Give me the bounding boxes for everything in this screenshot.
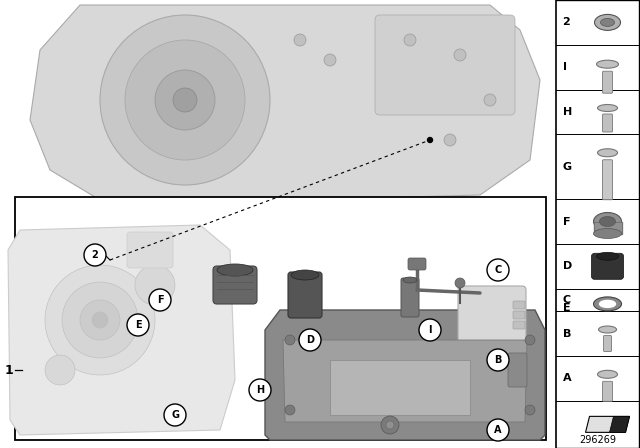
FancyBboxPatch shape bbox=[604, 336, 612, 352]
Circle shape bbox=[127, 314, 149, 336]
FancyBboxPatch shape bbox=[401, 278, 419, 317]
Circle shape bbox=[173, 88, 197, 112]
Polygon shape bbox=[30, 5, 540, 210]
Circle shape bbox=[62, 282, 138, 358]
Circle shape bbox=[135, 265, 175, 305]
Circle shape bbox=[249, 379, 271, 401]
Ellipse shape bbox=[291, 270, 319, 280]
Ellipse shape bbox=[598, 104, 618, 112]
Text: F: F bbox=[157, 295, 163, 305]
Ellipse shape bbox=[403, 277, 417, 283]
Text: 1: 1 bbox=[5, 363, 13, 376]
Text: 296269: 296269 bbox=[579, 435, 616, 445]
Ellipse shape bbox=[598, 326, 616, 333]
Circle shape bbox=[285, 405, 295, 415]
Ellipse shape bbox=[596, 252, 618, 260]
Circle shape bbox=[381, 416, 399, 434]
Polygon shape bbox=[265, 310, 545, 440]
Circle shape bbox=[285, 335, 295, 345]
Circle shape bbox=[386, 421, 394, 429]
Circle shape bbox=[100, 15, 270, 185]
Circle shape bbox=[525, 335, 535, 345]
Ellipse shape bbox=[598, 149, 618, 157]
Text: H: H bbox=[256, 385, 264, 395]
FancyBboxPatch shape bbox=[591, 253, 623, 279]
Text: G: G bbox=[563, 162, 572, 172]
Circle shape bbox=[80, 300, 120, 340]
FancyBboxPatch shape bbox=[602, 160, 612, 200]
Circle shape bbox=[487, 259, 509, 281]
Text: 2: 2 bbox=[92, 250, 99, 260]
Circle shape bbox=[299, 329, 321, 351]
Bar bbox=[15, 197, 545, 440]
Polygon shape bbox=[283, 340, 527, 422]
Ellipse shape bbox=[600, 301, 616, 307]
FancyBboxPatch shape bbox=[458, 286, 526, 344]
Text: C: C bbox=[563, 295, 571, 305]
Text: G: G bbox=[171, 410, 179, 420]
Circle shape bbox=[92, 312, 108, 328]
Text: E: E bbox=[563, 303, 570, 313]
FancyBboxPatch shape bbox=[602, 71, 612, 93]
Circle shape bbox=[164, 404, 186, 426]
Text: I: I bbox=[563, 62, 566, 72]
Text: 2: 2 bbox=[563, 17, 570, 27]
Circle shape bbox=[419, 319, 441, 341]
Circle shape bbox=[404, 34, 416, 46]
Ellipse shape bbox=[600, 18, 614, 26]
Circle shape bbox=[149, 289, 171, 311]
FancyBboxPatch shape bbox=[602, 114, 612, 132]
Circle shape bbox=[525, 405, 535, 415]
Ellipse shape bbox=[593, 297, 621, 311]
Circle shape bbox=[455, 278, 465, 288]
FancyBboxPatch shape bbox=[288, 272, 322, 318]
FancyBboxPatch shape bbox=[408, 258, 426, 270]
Text: D: D bbox=[306, 335, 314, 345]
FancyBboxPatch shape bbox=[602, 381, 612, 401]
Ellipse shape bbox=[598, 370, 618, 378]
FancyBboxPatch shape bbox=[213, 266, 257, 304]
FancyBboxPatch shape bbox=[513, 301, 525, 309]
Circle shape bbox=[454, 49, 466, 61]
FancyBboxPatch shape bbox=[508, 353, 527, 387]
Circle shape bbox=[155, 70, 215, 130]
FancyBboxPatch shape bbox=[330, 360, 470, 415]
FancyBboxPatch shape bbox=[513, 321, 525, 329]
Polygon shape bbox=[586, 416, 630, 432]
FancyBboxPatch shape bbox=[127, 232, 173, 268]
Text: B: B bbox=[563, 328, 571, 339]
Text: B: B bbox=[494, 355, 502, 365]
FancyBboxPatch shape bbox=[375, 15, 515, 115]
Circle shape bbox=[487, 419, 509, 441]
Text: D: D bbox=[563, 261, 572, 271]
Ellipse shape bbox=[595, 14, 621, 30]
Ellipse shape bbox=[600, 216, 616, 227]
Polygon shape bbox=[8, 225, 235, 435]
Circle shape bbox=[487, 349, 509, 371]
Text: H: H bbox=[563, 107, 572, 117]
Circle shape bbox=[84, 244, 106, 266]
Polygon shape bbox=[609, 416, 630, 432]
Circle shape bbox=[324, 54, 336, 66]
Ellipse shape bbox=[593, 228, 621, 238]
Circle shape bbox=[428, 138, 433, 142]
Circle shape bbox=[45, 355, 75, 385]
Text: E: E bbox=[134, 320, 141, 330]
Ellipse shape bbox=[593, 212, 621, 231]
Circle shape bbox=[294, 34, 306, 46]
Circle shape bbox=[45, 265, 155, 375]
Ellipse shape bbox=[217, 264, 253, 276]
Text: A: A bbox=[563, 373, 571, 383]
Ellipse shape bbox=[596, 60, 618, 68]
FancyBboxPatch shape bbox=[593, 221, 621, 233]
Text: C: C bbox=[494, 265, 502, 275]
Text: A: A bbox=[494, 425, 502, 435]
Circle shape bbox=[125, 40, 245, 160]
Circle shape bbox=[484, 94, 496, 106]
Text: F: F bbox=[563, 216, 570, 227]
FancyBboxPatch shape bbox=[513, 311, 525, 319]
Circle shape bbox=[444, 134, 456, 146]
Text: I: I bbox=[428, 325, 432, 335]
